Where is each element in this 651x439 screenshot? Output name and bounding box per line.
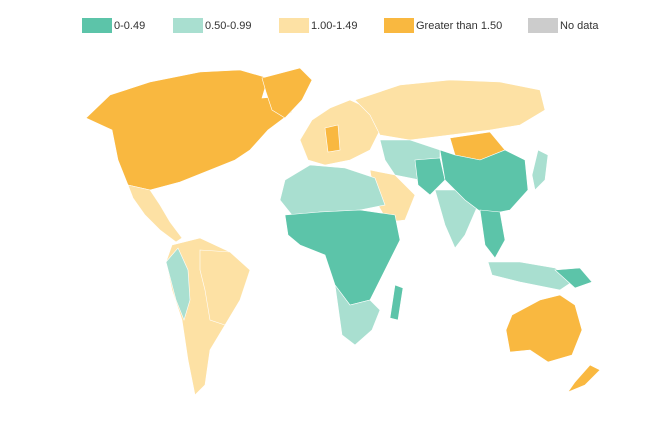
legend-swatch bbox=[279, 18, 309, 33]
greenland bbox=[261, 67, 313, 119]
north-america bbox=[85, 69, 293, 191]
legend-label: 1.00-1.49 bbox=[311, 20, 357, 32]
central-america bbox=[127, 184, 183, 243]
legend-swatch bbox=[384, 18, 414, 33]
legend-label: 0.50-0.99 bbox=[205, 20, 251, 32]
legend-label: Greater than 1.50 bbox=[416, 20, 502, 32]
australia bbox=[505, 294, 583, 363]
central-africa bbox=[284, 209, 401, 306]
southern-africa bbox=[334, 284, 381, 346]
china bbox=[439, 149, 529, 216]
japan bbox=[531, 149, 549, 191]
southeast-asia bbox=[479, 209, 506, 259]
legend-label: 0-0.49 bbox=[114, 20, 145, 32]
russia bbox=[354, 79, 546, 141]
madagascar bbox=[389, 284, 404, 321]
andes bbox=[165, 247, 191, 321]
north-africa bbox=[279, 164, 386, 216]
papua bbox=[554, 267, 593, 289]
new-zealand bbox=[567, 364, 601, 393]
central-europe bbox=[324, 124, 341, 153]
legend: 0-0.49 0.50-0.99 1.00-1.49 Greater than 1.5… bbox=[82, 18, 599, 33]
indonesia bbox=[487, 261, 576, 291]
south-central-asia bbox=[414, 157, 446, 196]
legend-label: No data bbox=[560, 20, 599, 32]
legend-swatch bbox=[173, 18, 203, 33]
legend-swatch bbox=[528, 18, 558, 33]
south-america-east bbox=[199, 249, 251, 326]
legend-swatch bbox=[82, 18, 112, 33]
map bbox=[85, 67, 601, 396]
